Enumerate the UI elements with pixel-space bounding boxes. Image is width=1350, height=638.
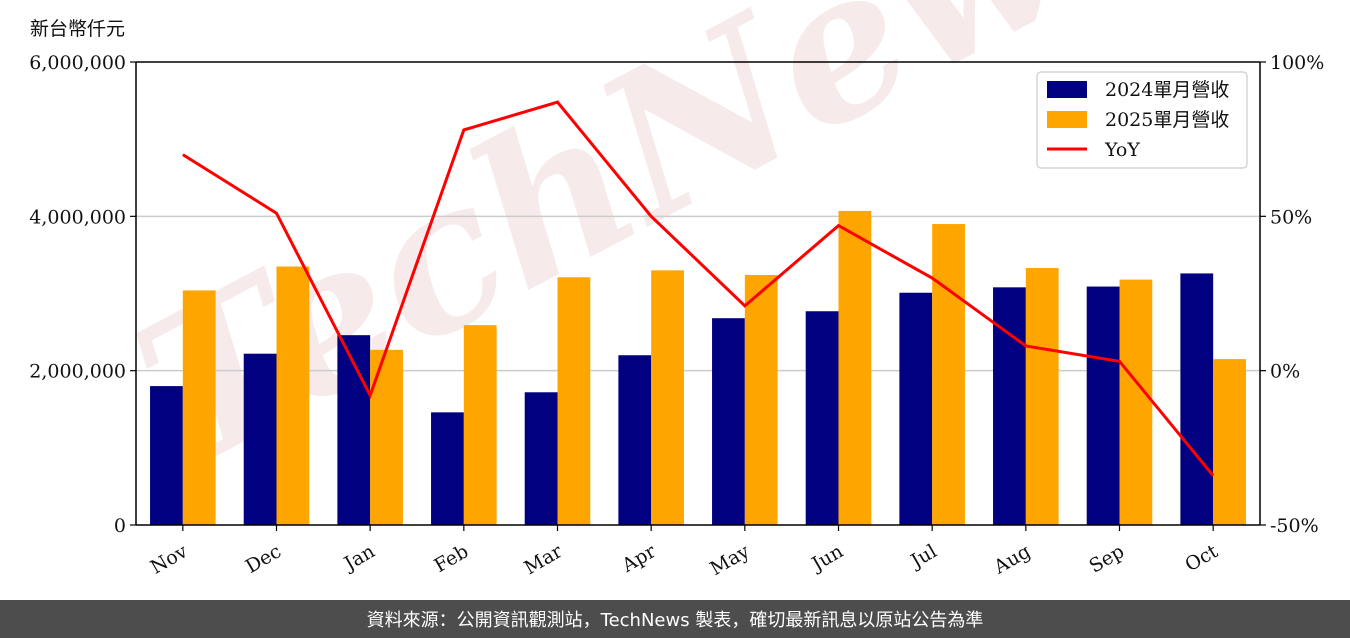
left-tick-label: 6,000,000 [29, 52, 126, 74]
bar-2024-aug [993, 287, 1026, 525]
legend-label: 2024單月營收 [1105, 79, 1229, 101]
bar-2024-may [712, 318, 745, 525]
bar-2024-jan [337, 335, 371, 525]
left-tick-label: 2,000,000 [29, 361, 126, 383]
x-tick-label-oct: Oct [1181, 540, 1222, 576]
bar-2025-feb [463, 325, 497, 525]
x-tick-label-jun: Jun [806, 540, 847, 576]
bar-2025-apr [651, 270, 684, 525]
x-tick-label-sep: Sep [1085, 540, 1128, 577]
source-footer: 資料來源：公開資訊觀測站，TechNews 製表，確切最新訊息以原站公告為準 [0, 600, 1350, 638]
bar-2024-sep [1086, 286, 1120, 525]
bar-2024-nov [150, 386, 183, 525]
bar-2025-may [744, 274, 778, 525]
bar-2025-dec [276, 266, 310, 525]
bar-2025-jul [932, 224, 965, 526]
y-axis-unit-label: 新台幣仟元 [30, 18, 126, 40]
right-tick-label: -50% [1270, 515, 1319, 537]
legend-label: 2025單月營收 [1105, 109, 1229, 131]
bar-2025-jan [370, 349, 403, 525]
source-footer-text: 資料來源：公開資訊觀測站，TechNews 製表，確切最新訊息以原站公告為準 [366, 610, 984, 631]
bar-2025-jun [838, 210, 872, 525]
x-tick-label-mar: Mar [520, 540, 566, 579]
yoy-line [182, 100, 1215, 477]
revenue-chart: TechNews 0 2,000,000 4,000,000 6,000,000 -50%… [29, 0, 1324, 580]
bar-2024-jul [899, 292, 933, 525]
bar-2025-mar [557, 277, 591, 525]
x-tick-label-feb: Feb [431, 540, 473, 577]
bar-2024-apr [618, 355, 652, 525]
bar-2025-nov [182, 290, 216, 525]
left-tick-label: 4,000,000 [29, 206, 126, 228]
right-tick-label: 100% [1270, 52, 1324, 74]
x-tick-label-nov: Nov [147, 540, 192, 579]
right-tick-label: 50% [1270, 206, 1312, 228]
x-tick-label-aug: Aug [989, 540, 1034, 579]
legend-swatch [1047, 81, 1087, 98]
bar-2024-feb [431, 412, 464, 525]
x-tick-label-dec: Dec [242, 540, 285, 578]
bar-2024-mar [524, 392, 558, 525]
bar-2024-jun [805, 311, 839, 525]
bar-2025-aug [1025, 268, 1059, 525]
x-tick-label-jan: Jan [339, 540, 379, 576]
legend-label: YoY [1104, 139, 1140, 161]
x-tick-label-jul: Jul [905, 540, 940, 573]
left-tick-label: 0 [114, 515, 126, 537]
legend-swatch [1047, 111, 1087, 128]
bar-2025-sep [1119, 279, 1153, 525]
bar-2024-dec [243, 353, 277, 525]
legend-box [1036, 71, 1248, 169]
x-tick-label-may: May [706, 540, 753, 580]
x-tick-label-apr: Apr [618, 540, 661, 577]
bar-2024-oct [1180, 273, 1214, 525]
chart-canvas: TechNews02,000,0004,000,0006,000,000-50%… [29, 0, 1324, 580]
right-tick-label: 0% [1270, 361, 1300, 383]
bar-2025-oct [1213, 359, 1246, 525]
